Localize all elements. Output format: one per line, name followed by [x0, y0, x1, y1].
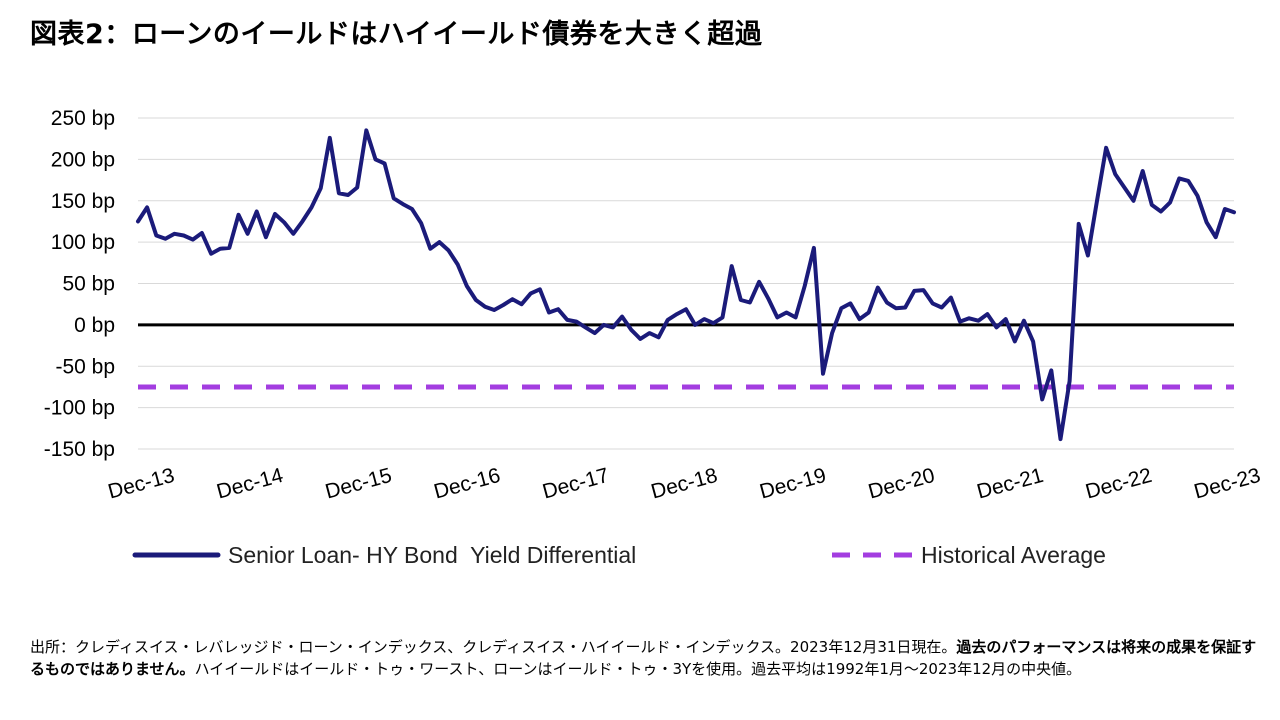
y-tick-label: 150 bp [51, 190, 115, 213]
chart-legend: Senior Loan- HY Bond Yield Differential … [132, 542, 1106, 568]
line-chart: 250 bp 200 bp 150 bp 100 bp 50 bp 0 bp -50 bp -… [44, 107, 1263, 568]
y-tick-label: -150 bp [44, 438, 115, 461]
legend-label-yield-differential: Senior Loan- HY Bond Yield Differential [228, 542, 636, 568]
y-tick-label: 0 bp [74, 314, 115, 337]
y-tick-label: -100 bp [44, 397, 115, 420]
footnote-source: 出所：クレディスイス・レバレッジド・ローン・インデックス、クレディスイス・ハイイ… [30, 638, 957, 656]
yield-differential-series [136, 128, 1236, 442]
chart-gridlines [138, 117, 1234, 450]
page-title: 図表2：ローンのイールドはハイイールド債券を大きく超過 [30, 19, 763, 50]
y-tick-label: 50 bp [62, 273, 115, 296]
x-axis-ticks: Dec-13 Dec-14 Dec-15 Dec-16 Dec-17 Dec-18 Dec-… [106, 464, 1263, 504]
x-tick-label: Dec-19 [757, 464, 828, 504]
x-tick-label: Dec-15 [323, 464, 394, 504]
legend-label-historical-average: Historical Average [921, 542, 1106, 568]
x-tick-label: Dec-13 [106, 464, 177, 504]
footnote: 出所：クレディスイス・レバレッジド・ローン・インデックス、クレディスイス・ハイイ… [30, 636, 1260, 680]
footnote-methodology: ハイイールドはイールド・トゥ・ワースト、ローンはイールド・トゥ・3Yを使用。過去… [194, 660, 1082, 678]
yield-differential-line [136, 128, 1236, 442]
x-tick-label: Dec-17 [540, 464, 611, 504]
x-tick-label: Dec-22 [1083, 464, 1154, 504]
footnote-disclaimer: 過去のパフォーマンスは将来の成果を保証するものではありません。 [30, 638, 1257, 678]
x-tick-label: Dec-21 [974, 464, 1045, 504]
x-tick-label: Dec-18 [649, 464, 720, 504]
x-tick-label: Dec-23 [1192, 464, 1263, 504]
y-axis-ticks: 250 bp 200 bp 150 bp 100 bp 50 bp 0 bp -50 bp -… [44, 107, 115, 461]
x-tick-label: Dec-16 [431, 464, 502, 504]
y-tick-label: 250 bp [51, 107, 115, 130]
y-tick-label: -50 bp [55, 355, 115, 378]
x-tick-label: Dec-14 [214, 464, 286, 504]
y-tick-label: 200 bp [51, 148, 115, 171]
y-tick-label: 100 bp [51, 231, 115, 254]
x-tick-label: Dec-20 [866, 464, 937, 504]
